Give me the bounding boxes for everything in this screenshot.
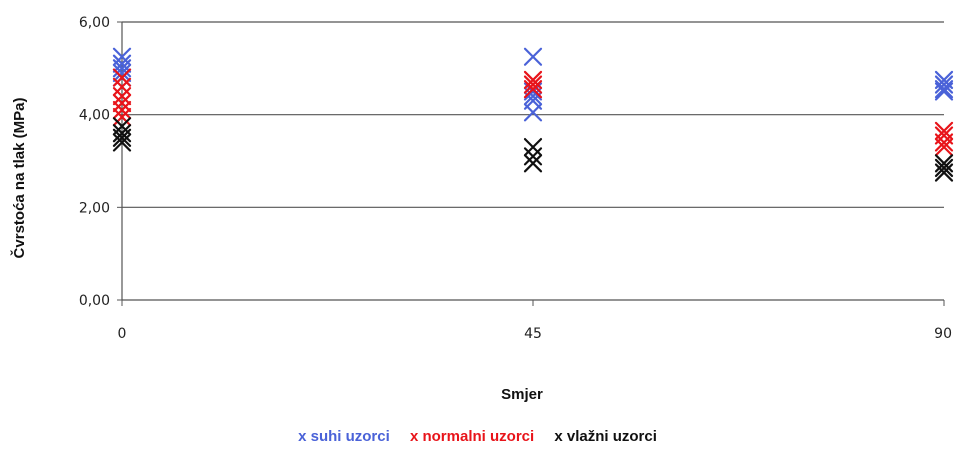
- x-tick-label: 45: [524, 326, 542, 342]
- legend-item-vlazni: x vlažni uzorci: [554, 428, 657, 445]
- x-marker-icon: x: [409, 428, 419, 445]
- data-point: [523, 147, 543, 166]
- y-tick-label: 0,00: [79, 293, 110, 309]
- x-tick-label: 0: [118, 326, 127, 342]
- data-point: [112, 100, 132, 120]
- legend-label: vlažni uzorci: [566, 428, 657, 445]
- data-point: [934, 138, 954, 157]
- legend-label: normalni uzorci: [422, 428, 535, 445]
- y-axis-title: Čvrstoća na tlak (MPa): [10, 98, 28, 259]
- series-normalni-uzorci: [112, 68, 954, 157]
- data-point: [934, 158, 954, 178]
- data-point: [112, 87, 132, 106]
- data-point: [523, 75, 543, 94]
- data-point: [934, 133, 954, 152]
- data-point: [523, 138, 543, 157]
- series-suhi-uzorci: [112, 47, 954, 122]
- data-point: [112, 63, 132, 83]
- data-points: [112, 47, 954, 182]
- x-tick-labels: 0 45 90: [118, 326, 952, 342]
- axes: [117, 21, 945, 306]
- x-axis-title: Smjer: [501, 386, 543, 403]
- data-point: [112, 133, 132, 152]
- data-point: [934, 75, 954, 94]
- data-point: [523, 80, 543, 99]
- grid-lines: [122, 21, 944, 208]
- legend-label: suhi uzorci: [310, 428, 390, 445]
- data-point: [934, 80, 954, 99]
- data-point: [523, 154, 543, 173]
- legend: x suhi uzorci x normalni uzorci x vlažni…: [0, 428, 955, 445]
- y-tick-label: 4,00: [79, 108, 110, 124]
- data-point: [112, 128, 132, 147]
- y-tick-label: 6,00: [79, 15, 110, 31]
- data-point: [112, 93, 132, 113]
- data-point: [934, 163, 954, 182]
- data-point: [523, 103, 543, 122]
- series-vlažni-uzorci: [112, 117, 954, 182]
- legend-item-suhi: x suhi uzorci: [298, 428, 390, 445]
- x-marker-icon: x: [298, 428, 307, 445]
- legend-item-normalni: x normalni uzorci: [410, 428, 534, 445]
- x-tick-label: 90: [934, 326, 952, 342]
- y-tick-labels: 0,00 2,00 4,00 6,00: [79, 15, 110, 309]
- data-point: [523, 47, 543, 66]
- data-point: [934, 82, 954, 101]
- y-tick-label: 2,00: [79, 200, 110, 216]
- x-marker-icon: x: [554, 428, 563, 445]
